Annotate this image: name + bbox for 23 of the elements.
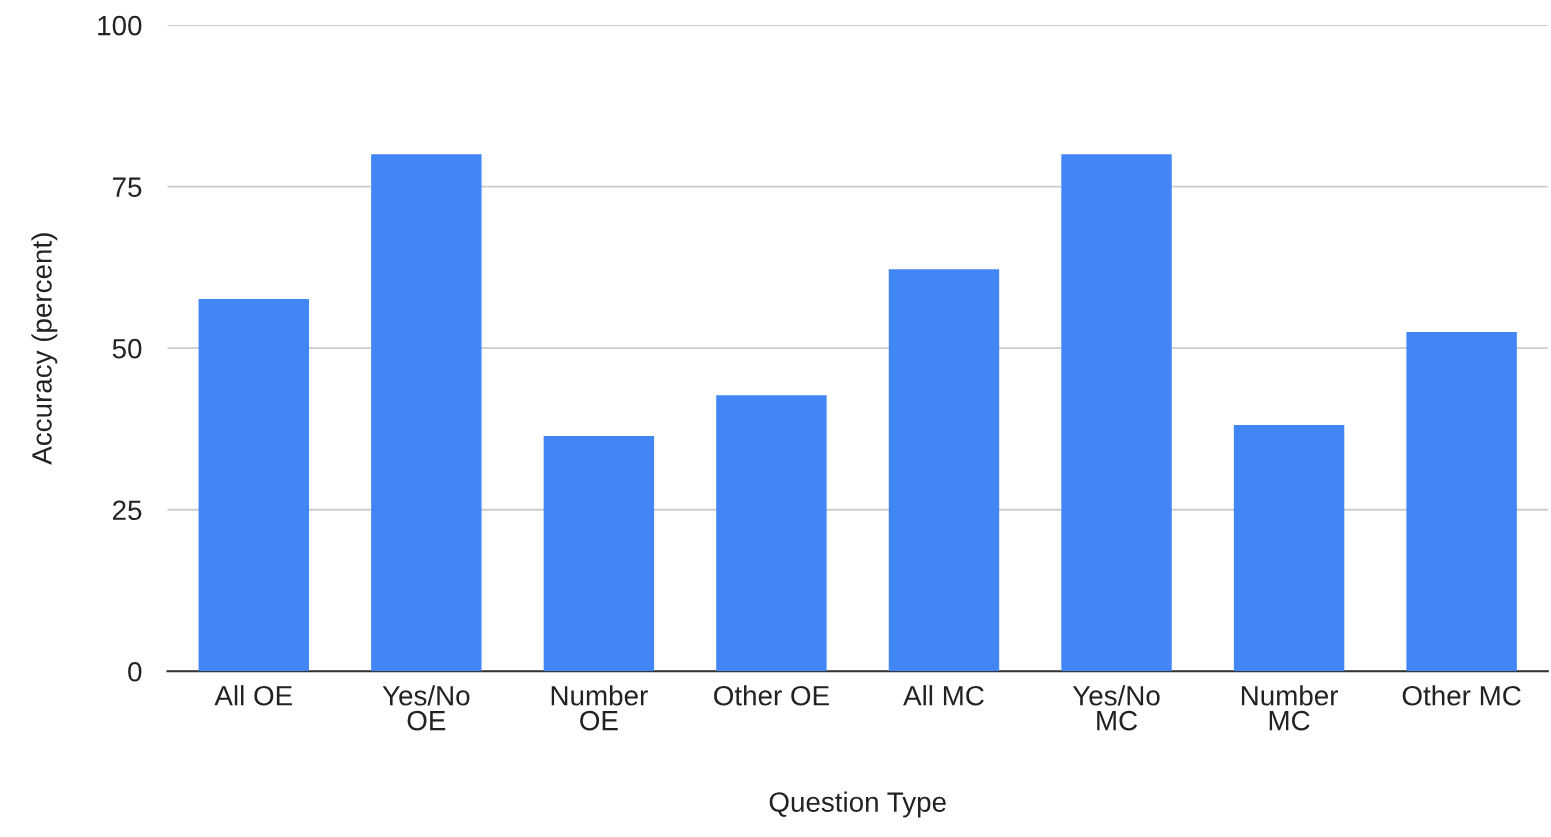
bar	[1061, 154, 1172, 672]
bar	[888, 269, 1000, 672]
x-tick-label: Other OE	[714, 685, 829, 706]
y-tick-label: 25	[113, 500, 142, 521]
bar	[543, 436, 655, 672]
y-tick-label: 100	[98, 15, 142, 36]
x-tick-label: Other MC	[1402, 685, 1521, 706]
x-tick-label: All MC	[903, 685, 984, 706]
bar	[716, 395, 827, 672]
x-tick-label: Yes/No MC	[1072, 685, 1160, 731]
y-tick-label: 50	[112, 338, 142, 359]
x-tick-label: Yes/No OE	[382, 685, 470, 731]
y-tick-label: 75	[113, 177, 142, 197]
bar	[371, 154, 482, 672]
x-tick-label: All OE	[214, 685, 292, 706]
bar	[198, 299, 309, 672]
y-axis-title: Accuracy (percent)	[31, 233, 58, 465]
bar	[1406, 332, 1517, 672]
y-tick-label: 0	[128, 661, 142, 682]
bar	[1233, 425, 1345, 672]
x-axis-title: Question Type	[769, 791, 946, 818]
x-tick-label: Number OE	[551, 685, 648, 731]
x-tick-label: Number MC	[1241, 685, 1339, 731]
